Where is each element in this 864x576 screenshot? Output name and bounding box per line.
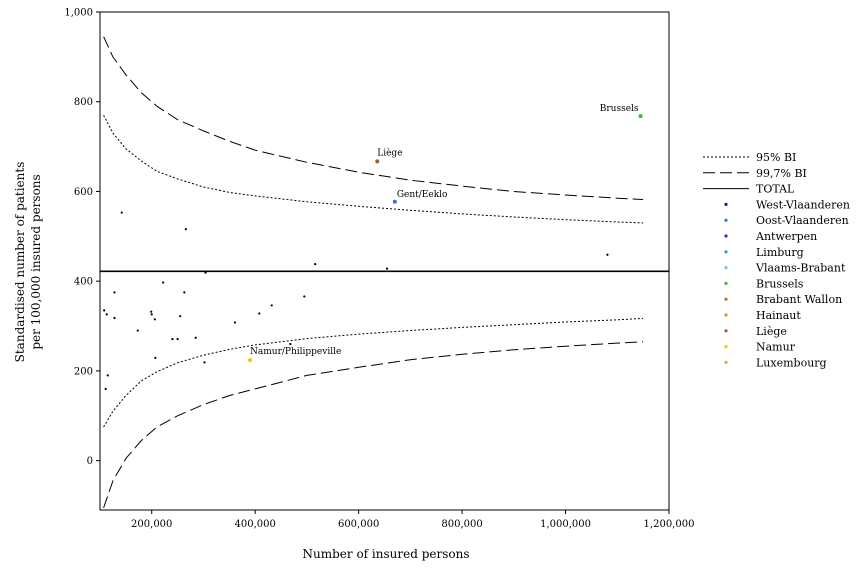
legend-entry-label: 95% BI: [756, 151, 796, 164]
legend-entry-label: Antwerpen: [755, 230, 817, 243]
data-point: [184, 228, 187, 231]
legend-marker: [724, 266, 728, 270]
legend-entry-label: Brussels: [756, 277, 804, 290]
y-tick-label: 400: [74, 277, 93, 288]
data-point: [248, 358, 253, 363]
legend: 95% BI 99,7% BI TOTAL West-Vlaanderen Oost-V…: [703, 151, 850, 369]
data-point: [303, 295, 306, 298]
data-point: [171, 337, 174, 341]
data-point: [270, 304, 273, 307]
data-point: [233, 321, 237, 324]
reference-line-lower: [103, 317, 644, 428]
y-tick-label: 600: [74, 187, 93, 198]
data-point: [392, 199, 397, 204]
reference-line-lower: [103, 341, 644, 508]
data-point: [120, 211, 123, 214]
data-point: [106, 374, 109, 377]
data-point: [204, 271, 207, 274]
y-axis: 0 200 400 600 800 1,000: [64, 8, 100, 467]
data-point: [289, 342, 292, 346]
data-point: [104, 387, 107, 390]
data-point: [162, 281, 165, 284]
legend-marker: [724, 313, 728, 317]
x-tick-label: 1,000,000: [540, 519, 591, 530]
x-tick-label: 400,000: [235, 519, 276, 530]
data-point: [154, 356, 157, 360]
legend-entry-label: Vlaams-Brabant: [755, 262, 846, 275]
legend-entry-label: Brabant Wallon: [756, 293, 842, 306]
data-point: [136, 329, 139, 332]
legend-marker: [724, 202, 728, 206]
x-tick-label: 200,000: [131, 519, 172, 530]
legend-entry-label: TOTAL: [756, 183, 795, 196]
legend-entry-label: Limburg: [756, 246, 804, 259]
legend-entry-label: Luxembourg: [756, 356, 827, 369]
reference-line-upper: [103, 114, 644, 224]
y-tick-label: 800: [74, 97, 93, 108]
data-point: [113, 291, 116, 294]
legend-marker: [724, 218, 728, 222]
data-point: [103, 309, 106, 312]
data-point: [203, 361, 206, 364]
data-point: [179, 315, 182, 318]
legend-marker: [724, 234, 728, 238]
data-point: [194, 336, 197, 339]
reference-lines: [100, 36, 669, 508]
data-point: [150, 313, 153, 316]
x-tick-label: 1,200,000: [644, 519, 695, 530]
data-point: [153, 318, 156, 321]
point-annotation: Namur/Philippeville: [250, 347, 341, 357]
data-point: [105, 313, 108, 316]
data-point: [258, 312, 261, 315]
point-annotation: Gent/Eeklo: [397, 190, 448, 200]
data-point: [638, 114, 643, 119]
data-point: [385, 267, 389, 270]
data-point: [150, 310, 153, 313]
legend-entry-label: Namur: [756, 341, 796, 354]
x-axis-title: Number of insured persons: [303, 547, 470, 561]
legend-entry-label: Hainaut: [756, 309, 801, 322]
legend-marker: [724, 345, 728, 349]
data-point: [113, 316, 116, 320]
legend-marker: [724, 250, 728, 254]
y-axis-title-line1: Standardised number of patients: [13, 162, 27, 363]
x-axis: 200,000 400,000 600,000 800,000 1,000,000 1,2…: [131, 510, 694, 530]
data-point: [606, 253, 609, 256]
data-point: [314, 263, 317, 266]
legend-entry-label: Liège: [756, 325, 787, 338]
legend-entry-label: 99,7% BI: [756, 167, 807, 180]
point-annotation: Brussels: [600, 104, 639, 114]
y-tick-label: 0: [87, 456, 93, 467]
legend-marker: [724, 360, 728, 364]
legend-marker: [724, 281, 728, 285]
y-tick-label: 1,000: [64, 8, 93, 19]
data-points: Brussels Liège Gent/Eeklo Namur/Philippevil…: [103, 104, 643, 390]
x-tick-label: 800,000: [441, 519, 482, 530]
plot-frame: [99, 11, 670, 511]
point-annotation: Liège: [377, 147, 402, 158]
y-tick-label: 200: [74, 366, 93, 377]
x-tick-label: 600,000: [338, 519, 379, 530]
legend-marker: [724, 329, 728, 333]
data-point: [375, 159, 380, 164]
reference-line-upper: [103, 36, 644, 200]
legend-entry-label: Oost-Vlaanderen: [756, 214, 849, 227]
y-axis-title-line2: per 100,000 insured persons: [29, 174, 43, 349]
legend-entry-label: West-Vlaanderen: [756, 198, 850, 211]
legend-marker: [724, 297, 728, 301]
data-point: [176, 337, 179, 341]
data-point: [183, 291, 186, 294]
